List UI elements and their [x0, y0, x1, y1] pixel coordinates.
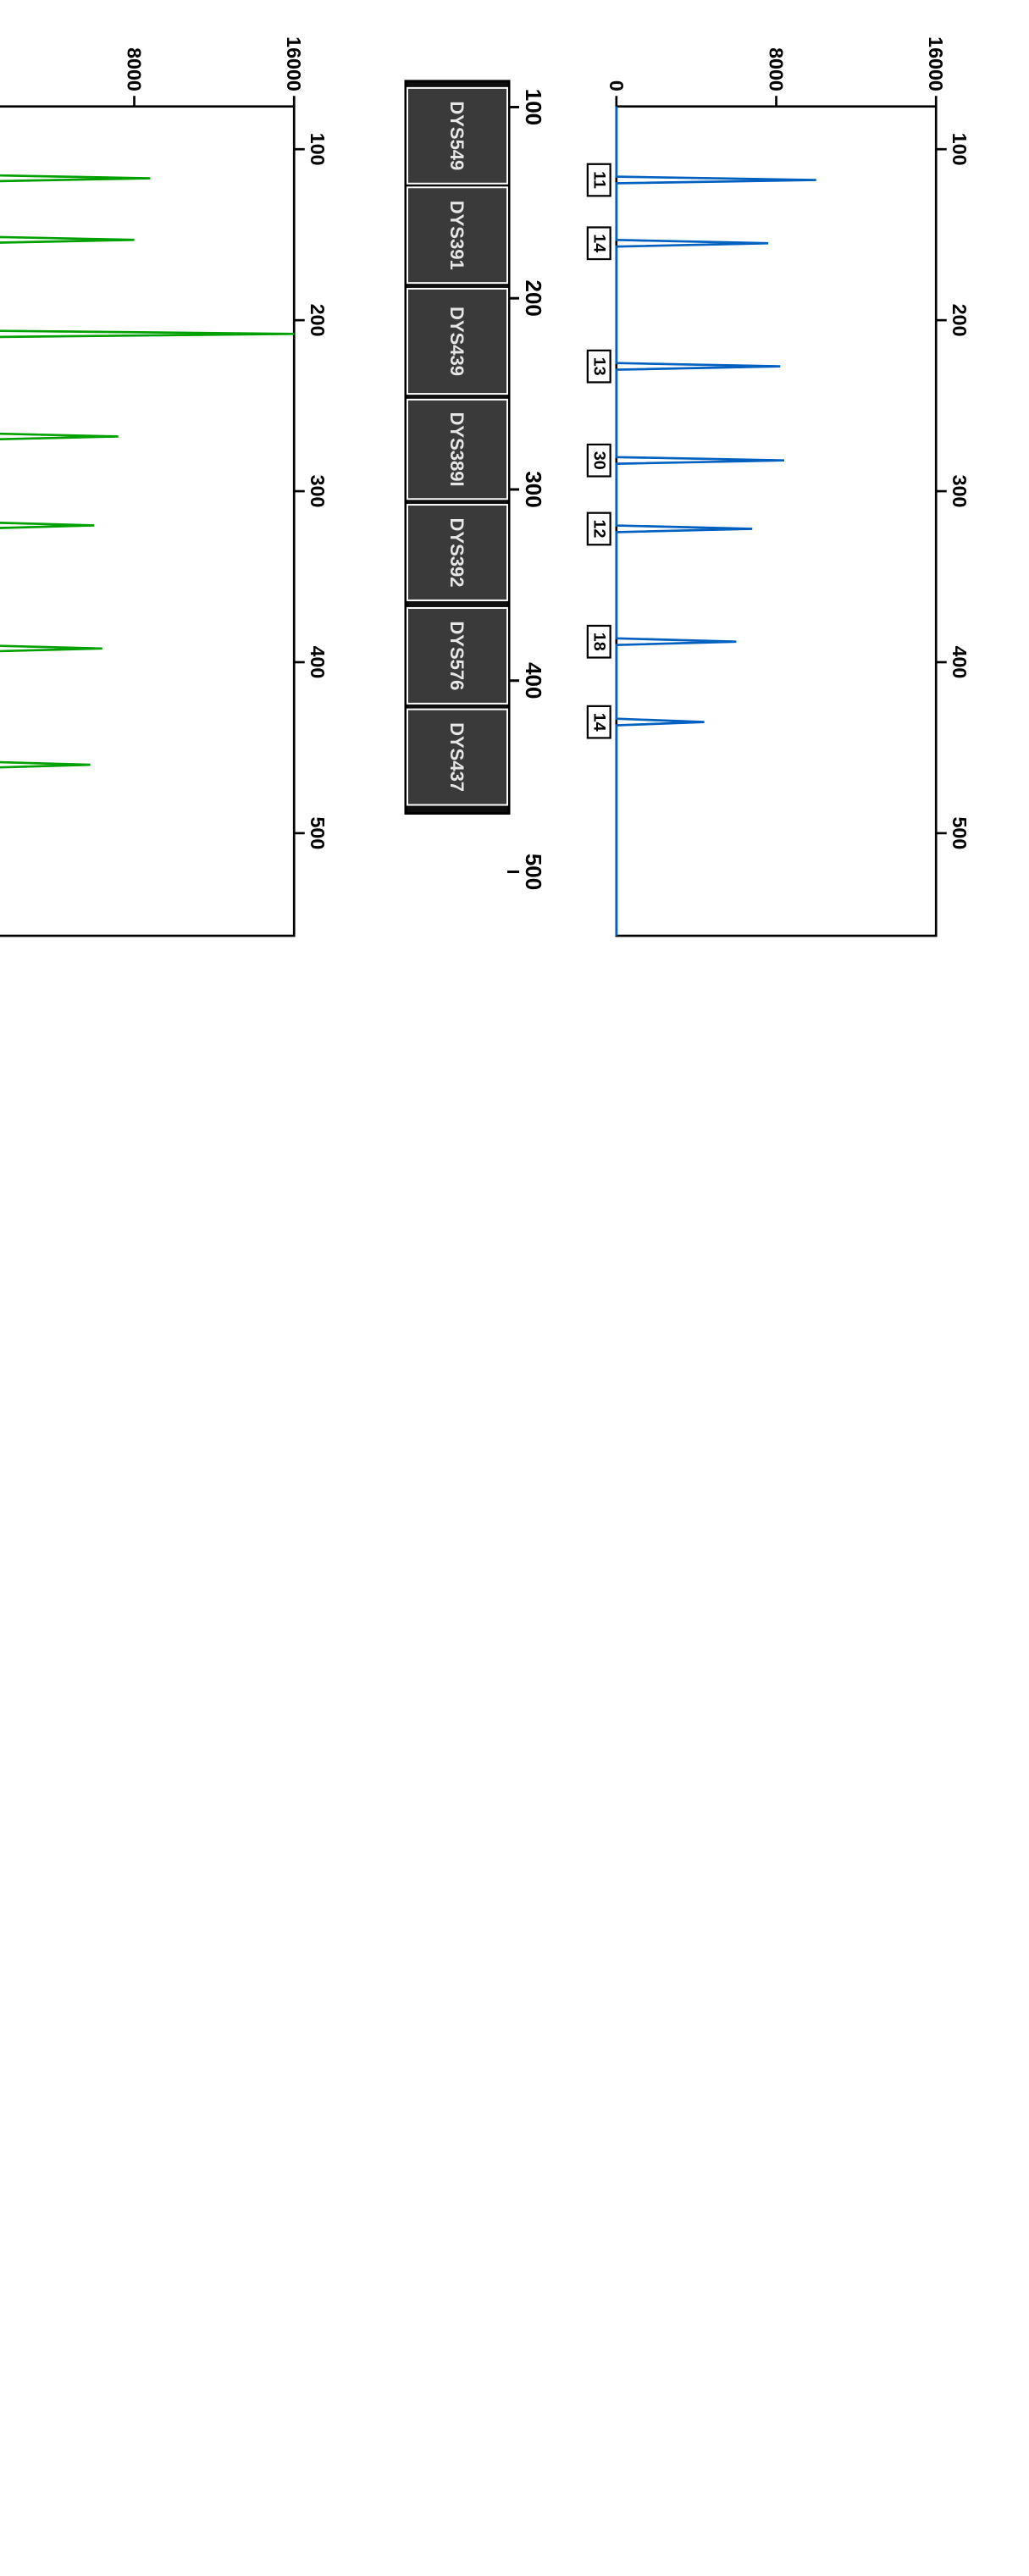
svg-text:14: 14 — [589, 234, 608, 252]
svg-text:500: 500 — [521, 854, 546, 890]
svg-text:300: 300 — [521, 471, 546, 507]
svg-text:200: 200 — [307, 304, 329, 337]
svg-text:12: 12 — [589, 520, 608, 539]
svg-text:500: 500 — [307, 817, 329, 850]
svg-text:200: 200 — [949, 304, 971, 337]
allele-label: 13 — [588, 351, 611, 383]
svg-text:400: 400 — [307, 646, 329, 679]
svg-text:300: 300 — [307, 475, 329, 508]
svg-text:8000: 8000 — [765, 47, 787, 91]
locus-label: DYS391 — [446, 201, 467, 270]
svg-text:8000: 8000 — [123, 47, 145, 91]
svg-text:400: 400 — [521, 662, 546, 699]
svg-text:100: 100 — [307, 133, 329, 166]
svg-text:16000: 16000 — [283, 36, 305, 91]
plot-area — [0, 107, 294, 936]
svg-text:200: 200 — [521, 280, 546, 317]
electropherogram-chart: 100 200 300 400 500 0 8000 16000 11 — [565, 8, 995, 1003]
electropherogram-figure: 100 200 300 400 500 0 8000 16000 11 — [0, 0, 1012, 1029]
marker-bar: 100 200 300 400 500 DYS549 DYS391 DYS439… — [379, 8, 565, 1003]
locus-label: DYS392 — [446, 518, 467, 588]
allele-label: 14 — [588, 706, 611, 738]
svg-text:16000: 16000 — [925, 36, 947, 91]
svg-text:11: 11 — [589, 171, 608, 189]
allele-label: 11 — [588, 164, 611, 196]
locus-label: DYS437 — [446, 722, 467, 792]
channel-panel: 100 200 300 400 500 0 8000 16000 10 — [0, 8, 353, 1020]
panels-root: 100 200 300 400 500 0 8000 16000 11 — [0, 8, 995, 1020]
allele-label: 30 — [588, 445, 611, 477]
plot-area — [617, 107, 936, 936]
svg-text:100: 100 — [521, 89, 546, 125]
svg-text:30: 30 — [589, 451, 608, 470]
allele-label: 18 — [588, 626, 611, 658]
locus-label: DYS389I — [446, 412, 467, 487]
svg-text:14: 14 — [589, 713, 608, 732]
locus-label: DYS576 — [446, 621, 467, 690]
locus-label: DYS439 — [446, 307, 467, 376]
allele-label: 12 — [588, 513, 611, 545]
svg-text:0: 0 — [606, 80, 628, 91]
locus-label: DYS549 — [446, 101, 467, 170]
svg-text:300: 300 — [949, 475, 971, 508]
svg-text:100: 100 — [949, 133, 971, 166]
svg-text:13: 13 — [589, 357, 608, 376]
allele-label: 14 — [588, 227, 611, 259]
electropherogram-chart: 100 200 300 400 500 0 8000 16000 10 — [0, 8, 353, 1003]
channel-panel: 100 200 300 400 500 0 8000 16000 11 — [379, 8, 995, 1020]
svg-text:500: 500 — [949, 817, 971, 850]
svg-text:18: 18 — [589, 633, 608, 651]
svg-text:400: 400 — [949, 646, 971, 679]
